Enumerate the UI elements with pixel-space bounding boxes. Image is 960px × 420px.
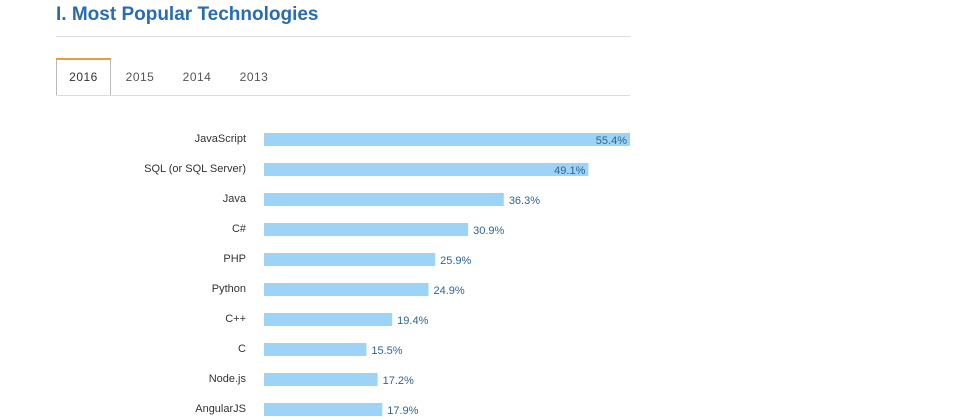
category-label-java: Java: [223, 193, 247, 205]
category-label-javascript: JavaScript: [195, 133, 246, 145]
category-label-node-js: Node.js: [209, 373, 247, 385]
year-tabs: 2016 2015 2014 2013: [56, 58, 630, 96]
bar-python: [264, 283, 429, 296]
category-label-sql-or-sql-server: SQL (or SQL Server): [144, 163, 246, 175]
bars-group: JavaScript 55.4% SQL (or SQL Server) 49.1% J…: [144, 133, 630, 417]
value-label-php: 25.9%: [440, 255, 471, 267]
bar-java: [264, 193, 504, 206]
bar-node-js: [264, 373, 378, 386]
bar-c: [264, 223, 469, 236]
value-label-java: 36.3%: [509, 195, 540, 207]
bar-sql-or-sql-server: [264, 163, 589, 176]
value-label-c: 19.4%: [397, 315, 428, 327]
active-tab-accent: [56, 58, 111, 60]
tab-2016-label: 2016: [69, 70, 98, 84]
title-divider: [56, 36, 630, 37]
tab-2015[interactable]: 2015: [112, 58, 168, 94]
tab-2015-label: 2015: [125, 70, 155, 84]
category-label-c: C#: [232, 223, 247, 235]
bar-php: [264, 253, 436, 266]
tab-2014[interactable]: 2014: [169, 58, 225, 94]
category-label-php: PHP: [223, 253, 246, 265]
category-label-c: C++: [225, 313, 246, 325]
value-label-sql-or-sql-server: 49.1%: [554, 165, 585, 177]
technologies-bar-chart: JavaScript 55.4% SQL (or SQL Server) 49.1% J…: [144, 133, 630, 417]
tabs-divider: [56, 95, 630, 96]
value-label-node-js: 17.2%: [383, 375, 414, 387]
category-label-python: Python: [212, 283, 246, 295]
value-label-c: 15.5%: [371, 345, 402, 357]
value-label-angularjs: 17.9%: [387, 405, 418, 417]
category-label-angularjs: AngularJS: [195, 403, 246, 415]
tab-2013-label: 2013: [239, 70, 269, 84]
value-label-c: 30.9%: [473, 225, 504, 237]
tab-2014-label: 2014: [182, 70, 212, 84]
value-label-javascript: 55.4%: [596, 135, 627, 147]
tab-2016[interactable]: 2016: [56, 58, 111, 96]
value-label-python: 24.9%: [434, 285, 465, 297]
bar-c: [264, 343, 367, 356]
bar-c: [264, 313, 393, 326]
bar-javascript: [264, 133, 630, 146]
category-label-c: C: [238, 343, 246, 355]
section-title: I. Most Popular Technologies: [56, 4, 319, 25]
tab-2013[interactable]: 2013: [226, 58, 282, 94]
bar-angularjs: [264, 403, 383, 416]
